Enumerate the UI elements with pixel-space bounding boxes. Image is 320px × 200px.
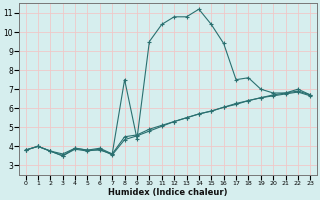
X-axis label: Humidex (Indice chaleur): Humidex (Indice chaleur) [108,188,228,197]
